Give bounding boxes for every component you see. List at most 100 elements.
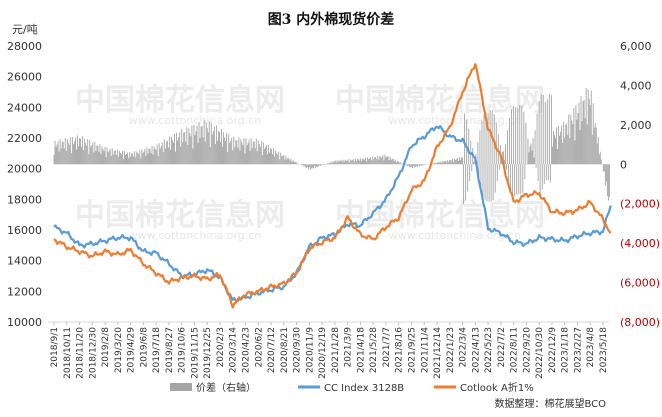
spread-bar	[384, 154, 386, 165]
spread-bar	[134, 151, 136, 165]
spread-bar	[294, 162, 296, 165]
spread-bar	[78, 146, 79, 165]
spread-bar	[455, 159, 457, 165]
spread-bar	[531, 150, 533, 165]
spread-bar	[166, 140, 168, 165]
spread-bar	[127, 152, 128, 165]
spread-bar	[175, 151, 176, 165]
spread-bar	[272, 153, 274, 165]
x-tick-label: 2020/8/21	[280, 327, 290, 373]
spread-bar	[72, 144, 74, 165]
x-tick-label: 2020/6/2	[254, 327, 264, 367]
spread-bar	[89, 140, 91, 165]
spread-bar	[478, 164, 480, 178]
spread-bar	[117, 156, 119, 165]
right-tick-label: (6,000)	[620, 277, 660, 290]
spread-bar	[406, 164, 408, 167]
spread-bar	[136, 151, 138, 165]
spread-bar	[85, 142, 87, 165]
spread-bar	[574, 140, 576, 165]
spread-bar	[598, 154, 600, 165]
spread-bar	[108, 150, 110, 165]
x-tick-label: 2022/10/30	[535, 327, 545, 379]
spread-bar	[133, 156, 135, 165]
spread-bar	[391, 158, 393, 165]
spread-bar	[292, 160, 294, 165]
spread-bar	[235, 140, 237, 165]
spread-bar	[64, 138, 66, 165]
x-tick-label: 2020/9/30	[293, 327, 303, 373]
spread-bar	[373, 159, 375, 165]
spread-bar	[481, 120, 483, 165]
spread-bar	[165, 141, 167, 165]
spread-bar	[312, 164, 314, 169]
spread-bar	[274, 156, 276, 165]
spread-bar	[392, 159, 394, 165]
x-axis-ticks: 2018/9/1 2018/10/11 2018/11/20 2018/12/30 20…	[50, 322, 609, 379]
spread-bar	[180, 146, 182, 165]
spread-bar	[305, 164, 307, 168]
spread-bar	[77, 135, 78, 165]
spread-bar	[422, 164, 424, 166]
spread-bar	[146, 147, 148, 165]
spread-bar	[488, 164, 490, 202]
spread-bar	[263, 148, 265, 165]
spread-bar	[534, 130, 536, 165]
left-tick-label: 10000	[7, 316, 42, 329]
x-tick-label: 2019/6/8	[139, 327, 149, 368]
spread-bar	[344, 159, 346, 165]
spread-bar	[509, 117, 510, 165]
spread-bar	[222, 146, 223, 165]
spread-bar	[487, 113, 489, 165]
spread-bar	[249, 150, 251, 165]
spread-bar	[387, 156, 389, 165]
spread-bar	[573, 108, 575, 165]
spread-bar	[110, 155, 112, 165]
spread-bar	[210, 122, 212, 165]
spread-bar	[335, 160, 337, 165]
spread-bar	[155, 150, 157, 165]
spread-bar	[412, 164, 413, 168]
spread-bar	[540, 94, 542, 165]
spread-bar	[470, 140, 472, 165]
x-tick-label: 2022/5/23	[484, 327, 494, 373]
spread-bar	[608, 164, 610, 198]
cc-index-line	[53, 125, 612, 303]
spread-bar	[508, 164, 509, 182]
spread-bar	[533, 157, 535, 165]
spread-bar	[141, 149, 143, 165]
x-tick-label: 2021/11/4	[420, 327, 430, 373]
spread-bar	[553, 130, 554, 165]
spread-bar	[188, 128, 190, 165]
spread-bar	[516, 164, 518, 195]
spread-bar	[505, 144, 506, 165]
x-tick-label: 2021/8/16	[395, 327, 405, 373]
spread-bar	[220, 142, 221, 165]
x-tick-label: 2022/9/20	[522, 327, 532, 373]
spread-bar	[390, 159, 392, 165]
spread-bar	[99, 144, 101, 165]
spread-bar	[477, 142, 479, 165]
spread-bar	[554, 135, 555, 165]
spread-bar	[582, 101, 584, 165]
spread-bar	[555, 137, 556, 165]
spread-bar	[468, 128, 470, 165]
spread-bar	[307, 164, 309, 170]
spread-bar	[273, 148, 275, 165]
spread-bar	[256, 151, 258, 165]
spread-bar	[289, 160, 291, 165]
spread-bar	[423, 164, 425, 165]
watermark-url: www.cottonchina.org.cn	[129, 229, 261, 242]
spread-bar	[530, 143, 532, 165]
spread-bar	[286, 159, 288, 165]
spread-bar	[575, 104, 577, 165]
spread-bar	[120, 154, 122, 165]
spread-bar	[252, 141, 254, 165]
x-tick-label: 2021/1/28	[331, 327, 341, 373]
spread-bar	[88, 154, 90, 165]
spread-bar	[489, 110, 491, 165]
x-tick-label: 2019/7/18	[152, 327, 162, 373]
spread-bar	[287, 157, 289, 165]
spread-bar	[227, 151, 229, 165]
spread-bar	[230, 140, 232, 165]
